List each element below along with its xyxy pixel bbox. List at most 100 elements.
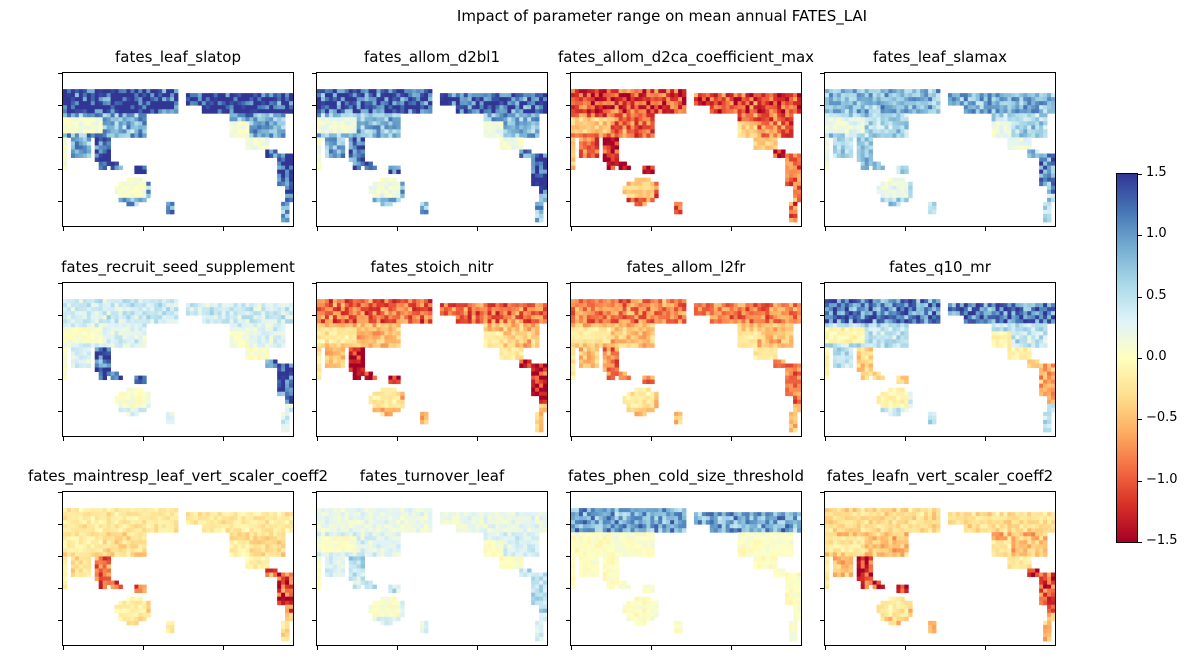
- heatmap-cell: [995, 113, 1000, 118]
- heatmap-cell: [836, 141, 842, 146]
- heatmap-cell: [388, 193, 393, 199]
- heatmap-cell: [793, 109, 798, 114]
- heatmap-cell: [642, 113, 647, 118]
- heatmap-cell: [142, 89, 147, 94]
- heatmap-cell: [507, 343, 512, 348]
- heatmap-cell: [610, 311, 616, 316]
- heatmap-cell: [340, 145, 346, 150]
- heatmap-cell: [495, 311, 500, 316]
- heatmap-cell: [372, 181, 377, 187]
- heatmap-cell: [777, 323, 782, 328]
- heatmap-cell: [864, 113, 870, 118]
- heatmap-cell: [904, 169, 909, 175]
- heatmap-cell: [793, 209, 798, 215]
- heatmap-cell: [793, 177, 798, 183]
- heatmap-cell: [281, 343, 286, 348]
- heatmap-cell: [332, 299, 338, 304]
- heatmap-cell: [638, 133, 643, 138]
- heatmap-cell: [630, 89, 635, 94]
- heatmap-cell: [154, 101, 159, 106]
- heatmap-cell: [392, 121, 397, 126]
- heatmap-cell: [594, 145, 600, 150]
- heatmap-cell: [495, 113, 500, 118]
- heatmap-cell: [126, 133, 131, 138]
- heatmap-cell: [844, 113, 850, 118]
- heatmap-cell: [455, 101, 461, 106]
- heatmap-cell: [106, 137, 111, 142]
- heatmap-cell: [737, 117, 742, 122]
- heatmap-cell: [372, 391, 377, 397]
- heatmap-cell: [158, 101, 163, 106]
- heatmap-cell: [761, 319, 766, 324]
- heatmap-cell: [82, 125, 88, 130]
- heatmap-cell: [598, 117, 604, 122]
- heatmap-cell: [352, 137, 358, 142]
- heatmap-cell: [594, 331, 600, 336]
- heatmap-cell: [606, 323, 612, 328]
- heatmap-cell: [753, 307, 758, 312]
- heatmap-cell: [515, 137, 520, 142]
- heatmap-cell: [63, 311, 68, 316]
- heatmap-cell: [781, 343, 786, 348]
- heatmap-cell: [396, 299, 401, 304]
- heatmap-cell: [229, 303, 234, 308]
- heatmap-cell: [356, 101, 362, 106]
- heatmap-cell: [241, 303, 246, 308]
- heatmap-cell: [856, 149, 862, 154]
- heatmap-cell: [503, 137, 508, 142]
- heatmap-cell: [507, 105, 512, 110]
- heatmap-cell: [388, 315, 393, 320]
- heatmap-cell: [1015, 133, 1020, 138]
- heatmap-cell: [189, 97, 195, 102]
- heatmap-cell: [368, 307, 373, 312]
- heatmap-cell: [864, 89, 870, 94]
- heatmap-cell: [253, 331, 258, 336]
- heatmap-cell: [106, 133, 111, 138]
- heatmap-cell: [582, 319, 588, 324]
- heatmap-cell: [789, 367, 794, 372]
- heatmap-cell: [571, 113, 576, 118]
- heatmap-cell: [352, 149, 358, 154]
- heatmap-cell: [924, 105, 929, 110]
- heatmap-cell: [590, 299, 596, 304]
- heatmap-cell: [610, 343, 616, 348]
- heatmap-cell: [162, 93, 167, 98]
- heatmap-cell: [245, 117, 250, 122]
- heatmap-cell: [503, 101, 508, 106]
- heatmap-cell: [789, 323, 794, 328]
- heatmap-cell: [1027, 97, 1032, 102]
- heatmap-cell: [106, 153, 111, 158]
- x-tick: [317, 227, 318, 231]
- heatmap-cell: [170, 105, 175, 110]
- heatmap-cell: [825, 137, 830, 142]
- heatmap-cell: [320, 125, 326, 130]
- heatmap-cell: [368, 343, 373, 348]
- heatmap-cell: [733, 97, 738, 102]
- heatmap-cell: [229, 97, 234, 102]
- heatmap-cell: [320, 89, 326, 94]
- heatmap-cell: [479, 319, 484, 324]
- heatmap-cell: [122, 101, 127, 106]
- heatmap-cell: [840, 145, 846, 150]
- heatmap-cell: [404, 109, 409, 114]
- heatmap-cell: [999, 121, 1004, 126]
- heatmap-cell: [348, 299, 354, 304]
- heatmap-cell: [364, 307, 369, 312]
- heatmap-cell: [416, 97, 421, 102]
- heatmap-cell: [503, 307, 508, 312]
- heatmap-cell: [614, 307, 619, 312]
- heatmap-cell: [519, 351, 524, 356]
- heatmap-cell: [265, 97, 270, 102]
- heatmap-cell: [487, 315, 492, 320]
- heatmap-cell: [507, 133, 512, 138]
- heatmap-cell: [483, 93, 488, 98]
- heatmap-cell: [356, 161, 362, 167]
- heatmap-cell: [670, 311, 675, 316]
- heatmap-cell: [761, 311, 766, 316]
- heatmap-cell: [709, 307, 715, 312]
- heatmap-cell: [777, 117, 782, 122]
- heatmap-cell: [249, 117, 254, 122]
- heatmap-cell: [642, 391, 647, 397]
- heatmap-cell: [253, 101, 258, 106]
- heatmap-cell: [876, 109, 881, 114]
